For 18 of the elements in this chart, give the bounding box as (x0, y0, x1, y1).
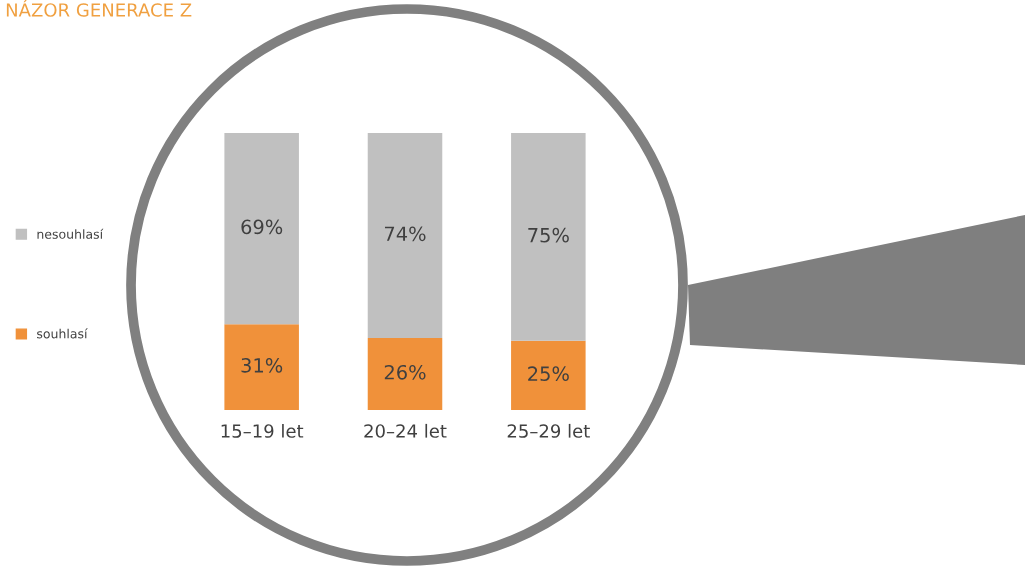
x-tick-label: 20–24 let (364, 423, 447, 438)
bar (224, 324, 299, 410)
x-tick-label: 15–19 let (221, 423, 304, 438)
bar (511, 340, 586, 410)
data-label: 31% (241, 358, 283, 373)
bar (367, 337, 443, 410)
chart-title: NÁZOR GENERACE Z (6, 0, 192, 17)
data-label: 74% (384, 226, 426, 242)
data-label: 69% (241, 219, 283, 235)
data-label: 75% (528, 227, 569, 243)
data-label: 26% (384, 364, 426, 380)
data-label: 25% (528, 366, 569, 382)
legend-label: souhlasí (37, 328, 88, 339)
bar (367, 133, 443, 338)
bar (224, 133, 299, 325)
legend-label: nesouhlasí (37, 228, 104, 239)
x-tick-label: 25–29 let (507, 423, 590, 438)
bar (511, 133, 586, 341)
